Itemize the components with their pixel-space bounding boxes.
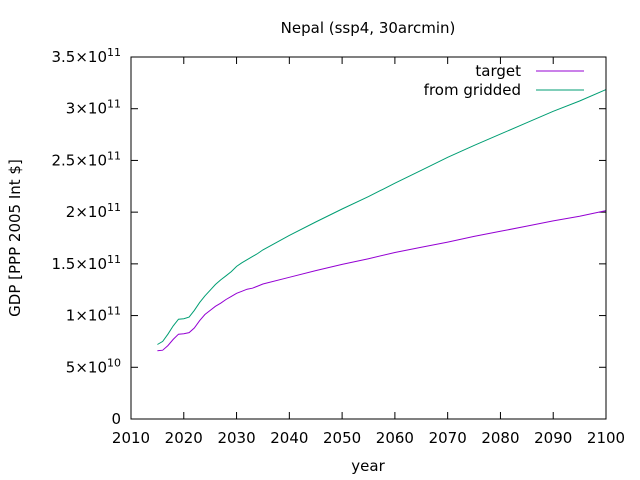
y-tick-label: 3×1011 (66, 98, 121, 118)
y-tick-mantissa: 3.5×10 (51, 48, 107, 66)
y-tick-label: 2.5×1011 (51, 149, 121, 169)
x-tick-label: 2080 (481, 429, 519, 447)
y-tick-exponent: 11 (107, 46, 121, 59)
y-tick-exponent: 11 (107, 149, 121, 162)
x-tick-label: 2050 (323, 429, 361, 447)
x-tick-label: 2010 (112, 429, 150, 447)
y-axis-label: GDP [PPP 2005 Int $] (6, 159, 24, 317)
y-tick-label: 2×1011 (66, 201, 121, 221)
y-tick-label: 5×1010 (66, 356, 121, 376)
x-tick-label: 2030 (217, 429, 255, 447)
x-tick-label: 2100 (587, 429, 625, 447)
y-tick-mantissa: 2.5×10 (51, 151, 107, 169)
y-tick-mantissa: 1×10 (66, 307, 107, 325)
y-tick-exponent: 11 (107, 201, 121, 214)
y-tick-exponent: 11 (107, 305, 121, 318)
y-tick-label: 1.5×1011 (51, 253, 121, 273)
plot-frame (130, 56, 607, 420)
y-tick-label: 1×1011 (66, 305, 121, 325)
series-line-from-gridded (157, 89, 607, 345)
y-tick-mantissa: 1.5×10 (51, 255, 107, 273)
y-tick-label: 3.5×1011 (51, 46, 121, 66)
y-tick-exponent: 10 (107, 356, 121, 369)
legend-label: target (475, 62, 521, 80)
y-tick-exponent: 11 (107, 98, 121, 111)
ticks-layer: 2010 2020 2030 2040 2050 2060 2070 2080 2090 2100… (51, 46, 625, 447)
y-tick-exponent: 11 (107, 253, 121, 266)
x-tick-label: 2040 (270, 429, 308, 447)
y-tick-mantissa: 3×10 (66, 100, 107, 118)
y-tick-label: 0 (111, 410, 121, 428)
series-line-target (157, 210, 607, 352)
x-tick-label: 2020 (165, 429, 203, 447)
y-tick-mantissa: 0 (111, 410, 121, 428)
y-tick-mantissa: 5×10 (66, 358, 107, 376)
x-axis-label: year (351, 457, 385, 475)
chart-title: Nepal (ssp4, 30arcmin) (281, 19, 456, 37)
x-tick-label: 2090 (534, 429, 572, 447)
x-tick-label: 2070 (429, 429, 467, 447)
x-tick-label: 2060 (376, 429, 414, 447)
series-layer (157, 89, 607, 352)
y-tick-mantissa: 2×10 (66, 203, 107, 221)
legend-label: from gridded (424, 81, 521, 99)
